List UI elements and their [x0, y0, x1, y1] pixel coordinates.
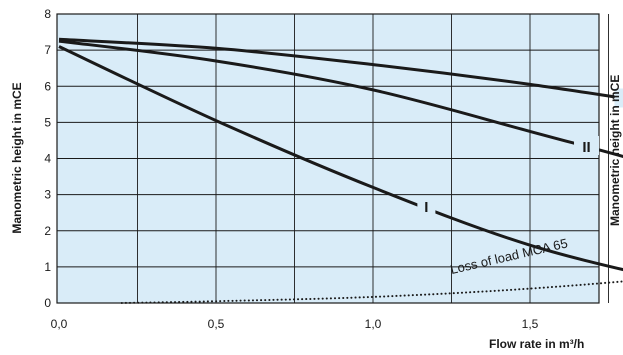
x-tick-label: 1,5	[522, 317, 539, 331]
curve-label-ii: II	[582, 139, 590, 156]
curve-ii	[58, 39, 623, 158]
x-axis-title: Flow rate in m³/h	[489, 337, 584, 351]
curve-iii	[58, 37, 623, 100]
plot-border	[56, 13, 600, 304]
y-axis-title-right: Manometric height in mCE	[608, 75, 622, 226]
data-lines	[58, 37, 623, 304]
curve-label-bg	[614, 88, 623, 108]
curve-label-bg	[417, 196, 436, 216]
y-tick-label: 0	[44, 296, 51, 310]
x-tick-label: 1,0	[365, 317, 382, 331]
y-tick-label: 5	[44, 115, 51, 129]
y-tick-label: 8	[44, 7, 51, 21]
x-tick-label: 0,5	[208, 317, 225, 331]
curve-label-bg	[574, 136, 600, 156]
y-tick-label: 1	[44, 260, 51, 274]
y-tick-label: 3	[44, 188, 51, 202]
x-tick-label: 0,0	[51, 317, 68, 331]
y-tick-label: 4	[44, 152, 51, 166]
curve-label-i: I	[424, 199, 428, 216]
curve-loss-of-load-mca-65	[120, 280, 623, 304]
y-axis-title: Manometric height in mCE	[10, 82, 24, 233]
curve-i	[58, 45, 623, 272]
y-tick-label: 2	[44, 224, 51, 238]
y-tick-label: 6	[44, 79, 51, 93]
y-tick-label: 7	[44, 43, 51, 57]
